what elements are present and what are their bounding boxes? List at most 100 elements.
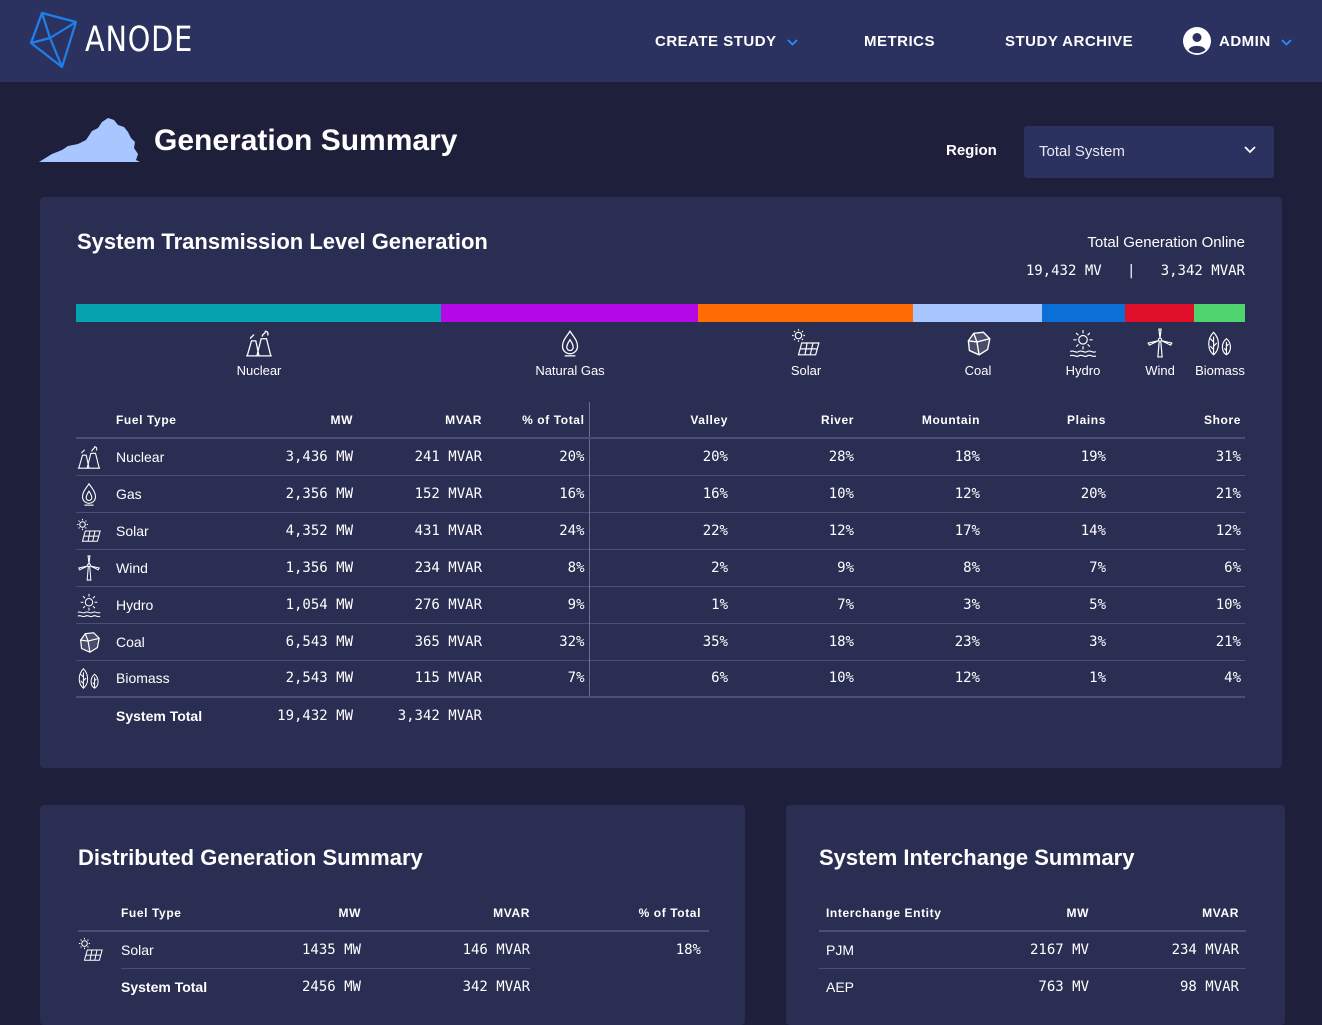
mw-cell: 2167 MV bbox=[1029, 941, 1089, 958]
system-total-mw: 2456 MW bbox=[221, 967, 361, 1005]
col-mw[interactable]: MW bbox=[221, 895, 361, 932]
plains-cell: 14% bbox=[984, 511, 1110, 549]
col-mountain[interactable]: Mountain bbox=[858, 402, 984, 439]
col-valley[interactable]: Valley bbox=[588, 402, 732, 439]
col-plains[interactable]: Plains bbox=[984, 402, 1110, 439]
mw-cell: 1,054 MW bbox=[216, 585, 353, 623]
nav-study-archive[interactable]: STUDY ARCHIVE bbox=[1005, 33, 1134, 50]
river-cell: 12% bbox=[732, 511, 858, 549]
legend-wind-label: Wind bbox=[1145, 363, 1175, 378]
pct-cell: 32% bbox=[482, 622, 589, 660]
nav-create-study[interactable]: CREATE STUDY bbox=[655, 33, 798, 50]
bar-segment-nuclear[interactable] bbox=[76, 304, 441, 322]
col-shore[interactable]: Shore bbox=[1110, 402, 1245, 439]
region-select[interactable]: Total System bbox=[1024, 126, 1274, 178]
entity-cell: AEP bbox=[819, 967, 974, 1005]
river-cell: 28% bbox=[732, 437, 858, 475]
brand-name[interactable]: ANODE bbox=[85, 20, 194, 60]
bar-segment-solar[interactable] bbox=[697, 304, 914, 322]
mw-cell: 6,543 MW bbox=[216, 622, 353, 660]
col-river[interactable]: River bbox=[732, 402, 858, 439]
col-mvar[interactable]: MVAR bbox=[361, 895, 530, 932]
valley-cell: 1% bbox=[588, 585, 732, 623]
system-total-label: System Total bbox=[121, 967, 221, 1005]
biomass-icon bbox=[1205, 328, 1235, 358]
table-row[interactable]: AEP 763 MV 98 MVAR bbox=[819, 967, 1246, 1005]
col-interchange-entity[interactable]: Interchange Entity bbox=[819, 895, 974, 932]
nav-metrics[interactable]: METRICS bbox=[864, 33, 935, 50]
bar-segment-natural-gas[interactable] bbox=[440, 304, 698, 322]
table-row[interactable]: Gas 2,356 MW 152 MVAR 16% 16% 10% 12% 20% 21% bbox=[76, 474, 1245, 512]
region-select-value: Total System bbox=[1039, 143, 1125, 160]
col-mvar[interactable]: MVAR bbox=[353, 402, 482, 439]
mw-cell: 2,543 MW bbox=[216, 659, 353, 697]
river-cell: 7% bbox=[732, 585, 858, 623]
biomass-icon bbox=[76, 665, 102, 691]
legend-coal: Coal bbox=[938, 328, 1018, 378]
fuel-type-cell: Coal bbox=[116, 622, 216, 660]
interchange-card-title: System Interchange Summary bbox=[819, 845, 1135, 870]
bar-segment-coal[interactable] bbox=[913, 304, 1042, 322]
mountain-cell: 18% bbox=[858, 437, 984, 475]
mw-cell: 1435 MW bbox=[221, 930, 361, 968]
shore-cell: 12% bbox=[1110, 511, 1245, 549]
mvar-cell: 276 MVAR bbox=[353, 585, 482, 623]
table-row[interactable]: Solar 1435 MW 146 MVAR 18% bbox=[78, 930, 709, 968]
page-title: Generation Summary bbox=[154, 124, 458, 157]
pct-cell: 8% bbox=[482, 548, 589, 586]
table-row[interactable]: Hydro 1,054 MW 276 MVAR 9% 1% 7% 3% 5% 10% bbox=[76, 585, 1245, 623]
table-row[interactable]: Nuclear 3,436 MW 241 MVAR 20% 20% 28% 18% 19% 31… bbox=[76, 437, 1245, 475]
distributed-table: Fuel Type MW MVAR % of Total Solar 1435 … bbox=[78, 895, 709, 1005]
river-cell: 10% bbox=[732, 659, 858, 697]
river-cell: 10% bbox=[732, 474, 858, 512]
distributed-card-title: Distributed Generation Summary bbox=[78, 845, 423, 870]
table-row[interactable]: Wind 1,356 MW 234 MVAR 8% 2% 9% 8% 7% 6% bbox=[76, 548, 1245, 586]
legend-nuclear: Nuclear bbox=[217, 328, 301, 378]
system-total-mvar: 3,342 MVAR bbox=[353, 696, 482, 734]
table-row[interactable]: PJM 2167 MV 234 MVAR bbox=[819, 931, 1246, 968]
total-generation-mvar: 3,342 MVAR bbox=[1160, 263, 1245, 279]
mw-cell: 2,356 MW bbox=[216, 474, 353, 512]
interchange-summary-card: System Interchange Summary Interchange E… bbox=[786, 805, 1285, 1025]
legend-biomass-label: Biomass bbox=[1195, 363, 1245, 378]
mw-cell: 1,356 MW bbox=[216, 548, 353, 586]
table-row[interactable]: Biomass 2,543 MW 115 MVAR 7% 6% 10% 12% 1% 4% bbox=[76, 659, 1245, 697]
nuclear-icon bbox=[244, 328, 274, 358]
col-pct-total[interactable]: % of Total bbox=[482, 402, 589, 439]
pct-cell: 9% bbox=[482, 585, 589, 623]
pct-cell: 24% bbox=[482, 511, 589, 549]
solar-panel-icon bbox=[78, 937, 104, 963]
table-row[interactable]: Coal 6,543 MW 365 MVAR 32% 35% 18% 23% 3% 21% bbox=[76, 622, 1245, 660]
plains-cell: 7% bbox=[984, 548, 1110, 586]
fuel-type-cell: Solar bbox=[121, 930, 221, 968]
fuel-type-cell: Wind bbox=[116, 548, 216, 586]
bar-segment-wind[interactable] bbox=[1124, 304, 1194, 322]
mvar-cell: 98 MVAR bbox=[1089, 967, 1246, 1005]
col-pct-total[interactable]: % of Total bbox=[530, 895, 709, 932]
fuel-type-cell: Gas bbox=[116, 474, 216, 512]
mountain-cell: 12% bbox=[858, 659, 984, 697]
nuclear-icon bbox=[76, 444, 102, 470]
bar-segment-hydro[interactable] bbox=[1041, 304, 1125, 322]
anode-logo-icon[interactable] bbox=[28, 10, 80, 70]
wind-turbine-icon bbox=[76, 555, 102, 581]
transmission-generation-card: System Transmission Level Generation Tot… bbox=[40, 197, 1282, 768]
col-mw[interactable]: MW bbox=[216, 402, 353, 439]
region-label: Region bbox=[946, 142, 997, 159]
river-cell: 9% bbox=[732, 548, 858, 586]
shore-cell: 10% bbox=[1110, 585, 1245, 623]
plains-cell: 19% bbox=[984, 437, 1110, 475]
system-total-row: System Total 19,432 MW 3,342 MVAR bbox=[76, 696, 1245, 734]
bar-segment-biomass[interactable] bbox=[1193, 304, 1246, 322]
wind-turbine-icon bbox=[1145, 328, 1175, 358]
system-total-row: System Total 2456 MW 342 MVAR bbox=[78, 967, 709, 1005]
col-mvar[interactable]: MVAR bbox=[1089, 895, 1246, 932]
table-row[interactable]: Solar 4,352 MW 431 MVAR 24% 22% 12% 17% 14% 12% bbox=[76, 511, 1245, 549]
system-total-mvar: 342 MVAR bbox=[361, 967, 530, 1005]
col-mw[interactable]: MW bbox=[974, 895, 1089, 932]
col-fuel-type[interactable]: Fuel Type bbox=[121, 895, 221, 932]
nav-admin[interactable]: ADMIN bbox=[1219, 33, 1292, 50]
user-avatar-icon[interactable] bbox=[1183, 27, 1211, 55]
legend-solar: Solar bbox=[766, 328, 846, 378]
col-fuel-type[interactable]: Fuel Type bbox=[116, 402, 216, 439]
